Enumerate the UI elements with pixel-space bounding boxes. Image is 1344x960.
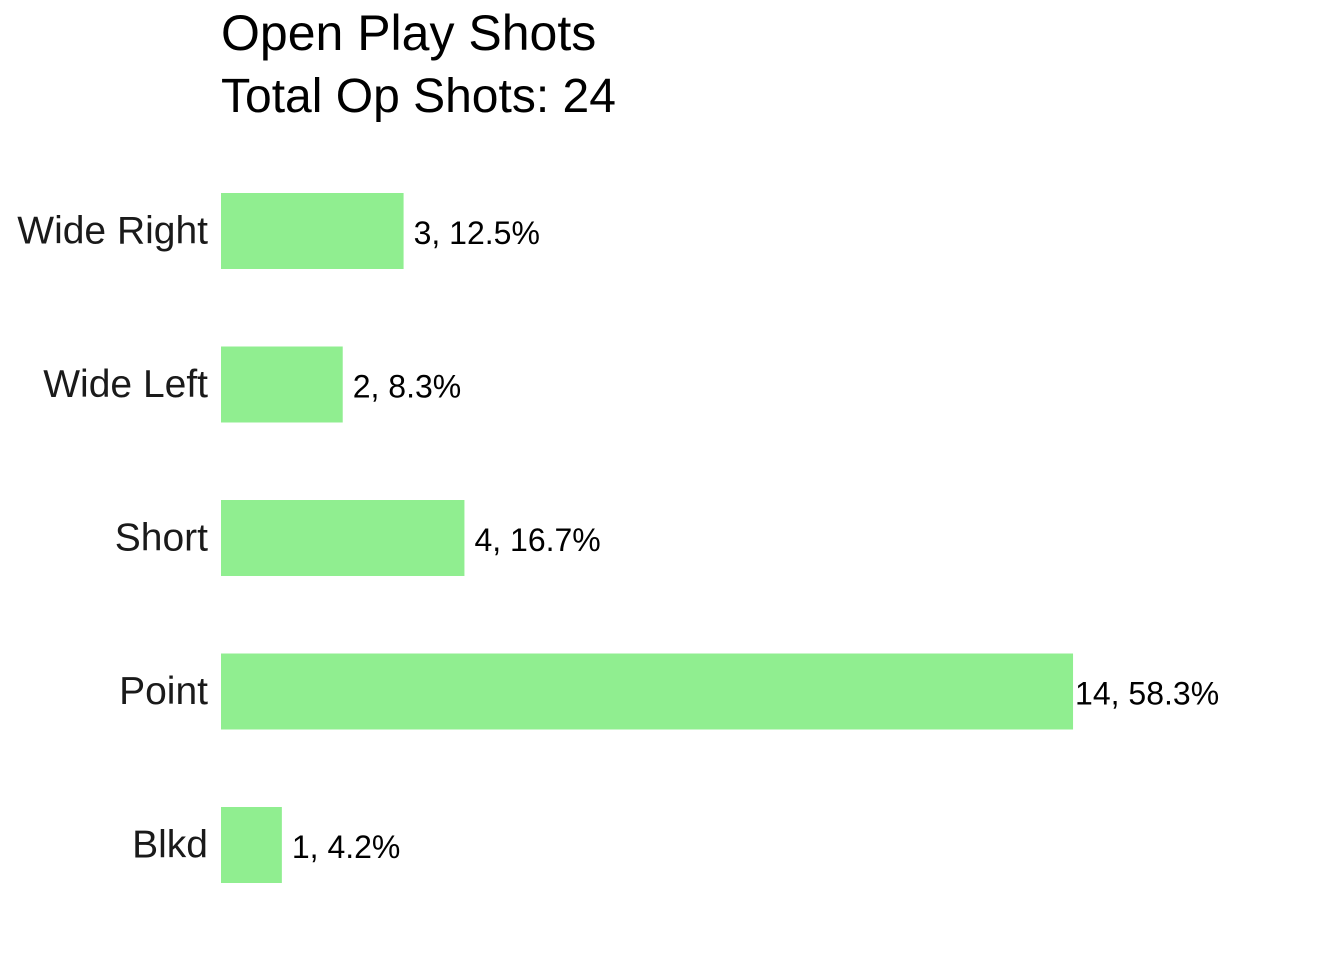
category-label: Wide Right bbox=[17, 210, 208, 253]
category-label: Wide Left bbox=[43, 363, 208, 406]
data-label: 1, 4.2% bbox=[292, 829, 401, 865]
bar-wide-right bbox=[221, 193, 404, 269]
category-label: Point bbox=[119, 670, 208, 713]
bar-wide-left bbox=[221, 346, 343, 423]
bar-blkd bbox=[221, 807, 282, 883]
category-label: Short bbox=[115, 517, 208, 560]
data-label: 14, 58.3% bbox=[1075, 676, 1219, 712]
chart-title: Open Play Shots bbox=[221, 5, 597, 61]
chart-subtitle: Total Op Shots: 24 bbox=[221, 70, 616, 123]
bar-point bbox=[221, 653, 1074, 730]
bar-short bbox=[221, 500, 465, 576]
data-label: 4, 16.7% bbox=[474, 522, 600, 558]
data-label: 2, 8.3% bbox=[353, 369, 462, 405]
category-label: Blkd bbox=[132, 824, 208, 867]
data-label: 3, 12.5% bbox=[414, 215, 540, 251]
